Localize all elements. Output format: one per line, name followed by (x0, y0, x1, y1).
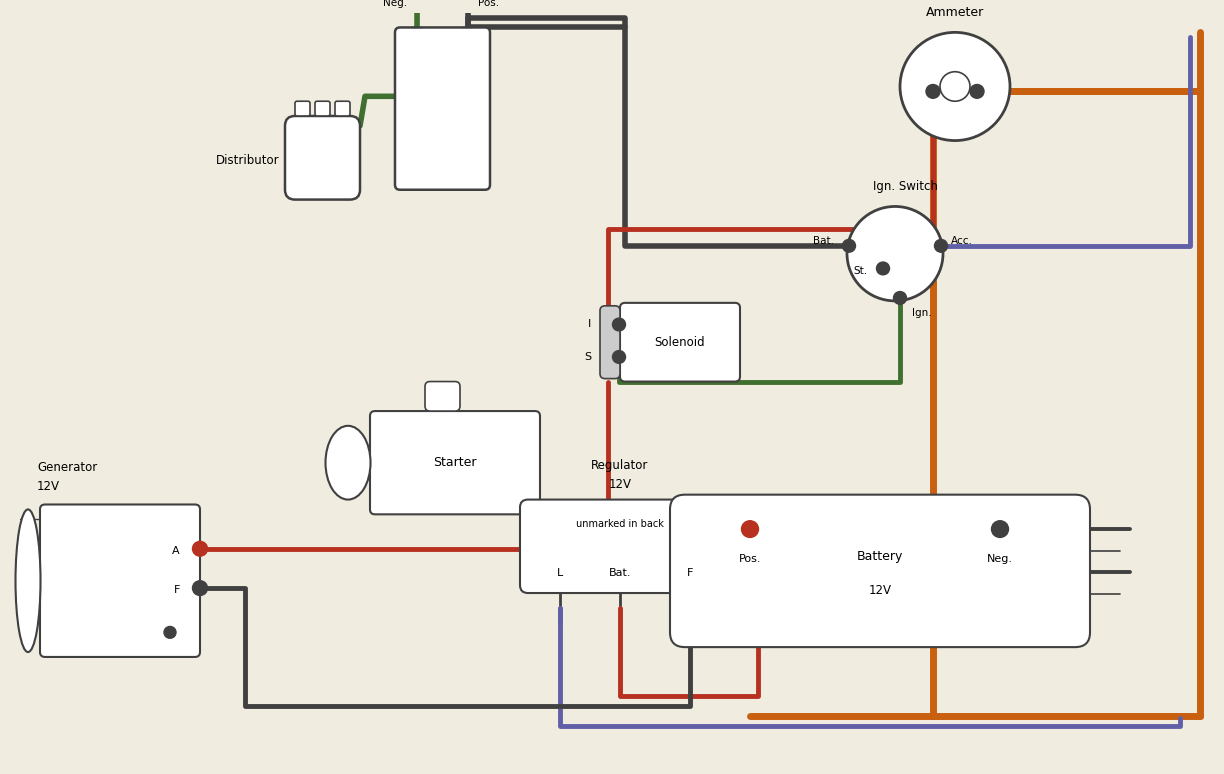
Text: Neg.: Neg. (987, 553, 1013, 563)
Text: Generator: Generator (37, 461, 97, 474)
Text: Starter: Starter (433, 456, 477, 469)
Circle shape (991, 521, 1009, 537)
Text: 12V: 12V (37, 481, 60, 493)
Circle shape (894, 292, 907, 304)
Text: Pos.: Pos. (739, 553, 761, 563)
Circle shape (164, 626, 176, 639)
FancyBboxPatch shape (425, 382, 460, 411)
Text: S: S (584, 352, 591, 362)
Text: Battery: Battery (857, 550, 903, 563)
Text: Regulator: Regulator (591, 459, 649, 471)
Circle shape (900, 33, 1010, 141)
Circle shape (969, 84, 984, 98)
FancyBboxPatch shape (315, 101, 330, 116)
Circle shape (876, 262, 890, 275)
FancyBboxPatch shape (40, 505, 200, 657)
FancyBboxPatch shape (520, 499, 720, 593)
Text: Ign. Switch: Ign. Switch (873, 180, 938, 194)
Text: L: L (557, 568, 563, 578)
Circle shape (192, 541, 208, 557)
FancyBboxPatch shape (285, 116, 360, 200)
Circle shape (940, 72, 969, 101)
Text: A: A (173, 546, 180, 556)
FancyBboxPatch shape (395, 27, 490, 190)
Ellipse shape (326, 426, 371, 499)
Circle shape (192, 580, 208, 595)
Text: 12V: 12V (608, 478, 632, 491)
Circle shape (842, 239, 856, 252)
Circle shape (934, 239, 947, 252)
Text: Pos.: Pos. (479, 0, 499, 8)
Text: Ammeter: Ammeter (925, 6, 984, 19)
Ellipse shape (16, 509, 40, 652)
Text: Neg.: Neg. (383, 0, 408, 8)
Text: F: F (687, 568, 693, 578)
Text: St.: St. (854, 266, 868, 276)
FancyBboxPatch shape (295, 101, 310, 116)
Text: unmarked in back: unmarked in back (577, 519, 663, 529)
Text: 12V: 12V (869, 584, 891, 597)
Text: Solenoid: Solenoid (655, 336, 705, 349)
Text: Bat.: Bat. (813, 236, 834, 246)
FancyBboxPatch shape (621, 303, 741, 382)
Circle shape (847, 207, 942, 301)
Text: Distributor: Distributor (217, 154, 280, 166)
Circle shape (612, 318, 625, 331)
Circle shape (612, 351, 625, 363)
Text: F: F (174, 585, 180, 595)
Text: Acc.: Acc. (951, 236, 973, 246)
FancyBboxPatch shape (670, 495, 1091, 647)
FancyBboxPatch shape (600, 306, 621, 378)
Circle shape (927, 84, 940, 98)
Text: I: I (588, 320, 591, 330)
FancyBboxPatch shape (335, 101, 350, 116)
FancyBboxPatch shape (370, 411, 540, 515)
Text: Bat.: Bat. (608, 568, 632, 578)
Text: Ign.: Ign. (912, 308, 931, 317)
Circle shape (742, 521, 759, 537)
